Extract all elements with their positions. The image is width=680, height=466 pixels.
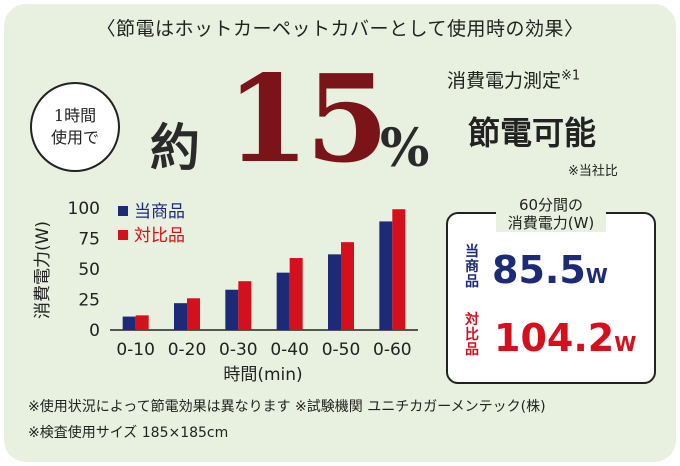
bar-ours xyxy=(379,221,393,330)
bar-compare xyxy=(392,209,406,330)
x-tick-label: 0-20 xyxy=(168,340,207,360)
bar-compare xyxy=(187,298,200,330)
ours-value: 85.5W xyxy=(492,248,608,292)
bar-compare xyxy=(135,315,149,330)
legend-swatch xyxy=(118,230,128,240)
bar-compare xyxy=(289,258,303,330)
vertical-char: 品 xyxy=(465,274,479,290)
measure-label: 消費電力測定※1 xyxy=(447,66,580,93)
bar-ours xyxy=(276,272,290,330)
compare-vertical-label: 対比品 xyxy=(462,313,482,358)
x-tick-label: 0-30 xyxy=(219,340,258,360)
x-tick-label: 0-40 xyxy=(270,340,309,360)
legend-label: 当商品 xyxy=(134,202,185,222)
vertical-char: 比 xyxy=(465,327,479,343)
y-tick-label: 100 xyxy=(68,199,100,219)
big-unit: % xyxy=(380,118,430,179)
footnote-2: ※検査使用サイズ 185×185cm xyxy=(28,425,229,441)
compare-note: ※当社比 xyxy=(568,164,618,179)
x-tick-label: 0-10 xyxy=(116,340,155,360)
result-box xyxy=(446,212,656,384)
compare-value: 104.2W xyxy=(494,316,636,360)
bar-ours xyxy=(328,254,341,330)
y-tick-label: 0 xyxy=(89,321,100,341)
saving-label: 節電可能 xyxy=(468,114,597,152)
compare-value-unit: W xyxy=(614,332,637,356)
compare-value-number: 104.2 xyxy=(494,316,615,360)
y-tick-label: 50 xyxy=(78,260,100,280)
bar-ours xyxy=(225,289,239,330)
bar-compare xyxy=(238,281,252,330)
bar-ours xyxy=(122,316,136,330)
usage-badge: 1時間 使用で xyxy=(30,82,120,172)
big-prefix: 約 xyxy=(150,118,200,177)
measure-text: 消費電力測定 xyxy=(447,70,562,92)
legend-label: 対比品 xyxy=(134,226,185,246)
ours-value-number: 85.5 xyxy=(492,248,586,292)
footnote-1: ※使用状況によって節電効果は異なります ※試験機関 ユニチカガーメンテック(株) xyxy=(28,399,546,415)
badge-line-1: 1時間 xyxy=(53,106,97,125)
x-axis-title: 時間(min) xyxy=(223,365,302,385)
measure-note: ※1 xyxy=(561,68,581,84)
bar-compare xyxy=(341,242,354,330)
big-percentage: 15 xyxy=(226,49,389,190)
y-tick-label: 75 xyxy=(78,230,100,250)
result-box-title-1: 60分間の xyxy=(512,196,590,214)
vertical-char: 対 xyxy=(465,312,479,328)
ours-vertical-label: 当商品 xyxy=(462,245,482,290)
vertical-char: 品 xyxy=(465,342,479,358)
x-tick-label: 0-50 xyxy=(322,340,361,360)
x-tick-label: 0-60 xyxy=(373,340,412,360)
ours-value-unit: W xyxy=(585,264,608,288)
badge-line-2: 使用で xyxy=(50,128,99,147)
y-tick-label: 25 xyxy=(78,291,100,311)
bar-ours xyxy=(174,303,187,330)
result-box-title: 60分間の 消費電力(W) xyxy=(446,196,656,232)
vertical-char: 当 xyxy=(465,244,479,260)
headline: 〈節電はホットカーペットカバーとして使用時の効果〉 xyxy=(96,18,584,40)
y-axis-title: 消費電力(W) xyxy=(33,221,53,319)
result-box-title-2: 消費電力(W) xyxy=(501,214,601,232)
legend-swatch xyxy=(118,206,128,216)
vertical-char: 商 xyxy=(465,259,479,275)
power-consumption-chart: 0 25 50 75 100 消費電力(W) 0-10 0-20 0-30 0-40 0-50 0-6… xyxy=(33,199,418,385)
